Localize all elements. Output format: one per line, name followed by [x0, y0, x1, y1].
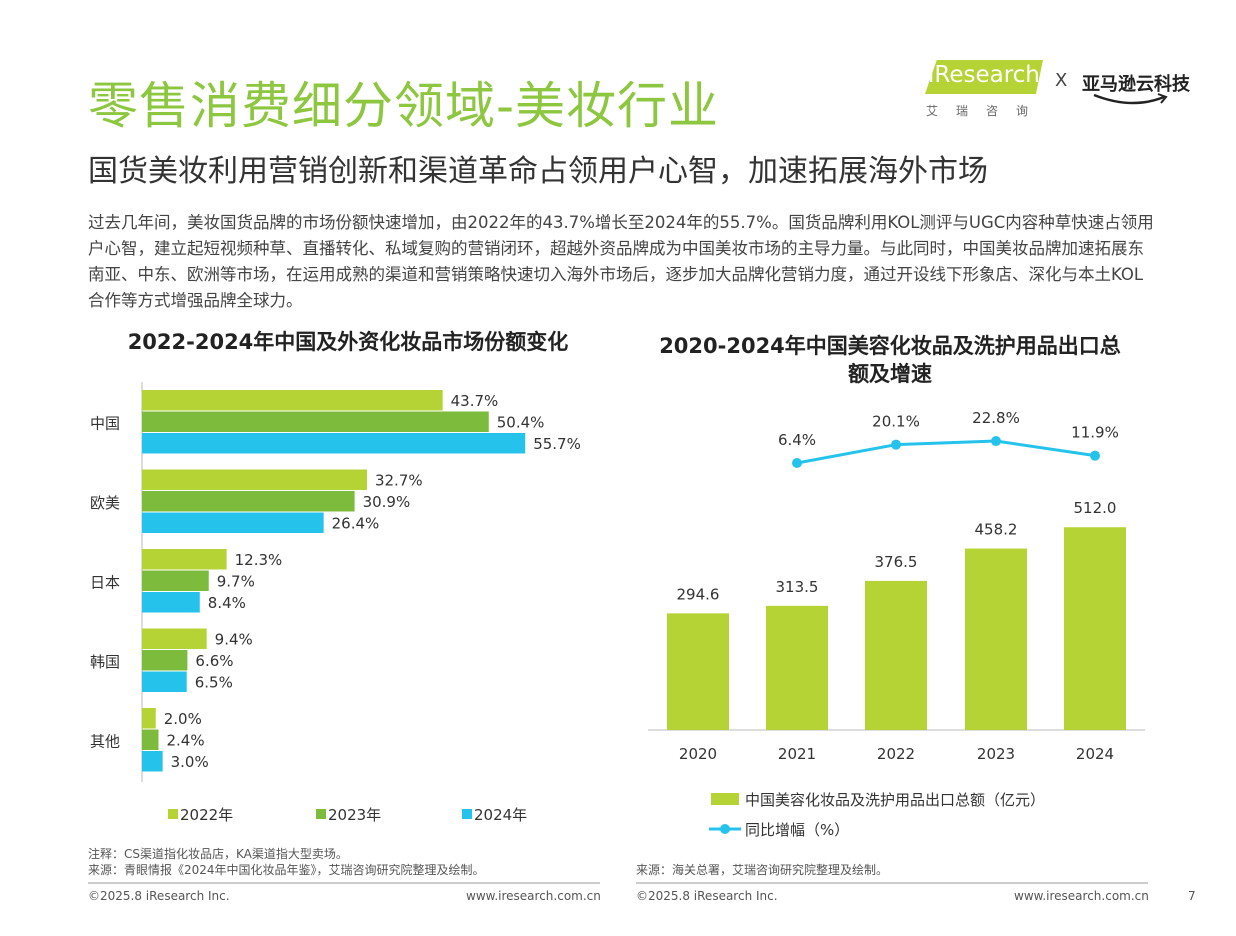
data-label: 313.5 [776, 578, 819, 596]
bar [142, 469, 367, 490]
page-title: 零售消费细分领域-美妆行业 [88, 77, 720, 135]
bar [142, 512, 324, 533]
bar [142, 491, 355, 512]
line-data-label: 22.8% [972, 409, 1020, 427]
legend-label: 2023年 [328, 806, 381, 824]
data-label: 294.6 [677, 585, 720, 603]
data-label: 6.6% [195, 652, 233, 670]
category-label: 其他 [90, 732, 120, 750]
line-data-label: 11.9% [1071, 424, 1119, 442]
logo-separator: X [1055, 70, 1068, 91]
category-label: 2024 [1076, 745, 1114, 763]
bar [865, 580, 927, 730]
bar [142, 650, 188, 671]
line-point [1090, 450, 1100, 461]
legend-label: 2024年 [474, 806, 527, 824]
legend-swatch [462, 809, 472, 819]
logo-brand-cn: 艾瑞咨询 [926, 104, 1047, 118]
data-label: 2.0% [164, 710, 202, 728]
page-number: 7 [1188, 889, 1196, 903]
data-label: 6.5% [195, 674, 233, 692]
bar [142, 570, 209, 591]
data-label: 26.4% [332, 515, 380, 533]
logo-brand: iResearch [928, 62, 1040, 88]
line-data-label: 20.1% [872, 413, 920, 431]
legend-label: 中国美容化妆品及洗护用品出口总额（亿元） [745, 791, 1045, 809]
footer-url[interactable]: www.iresearch.com.cn [466, 889, 601, 903]
page-subtitle: 国货美妆利用营销创新和渠道革命占领用户心智，加速拓展海外市场 [88, 154, 988, 189]
body-text: 过去几年间，美妆国货品牌的市场份额快速增加，由2022年的43.7%增长至202… [88, 213, 1154, 310]
data-label: 50.4% [497, 414, 545, 432]
category-label: 韩国 [90, 653, 120, 671]
data-label: 376.5 [875, 553, 918, 571]
iresearch-logo [925, 60, 1043, 94]
legend-swatch [168, 809, 178, 819]
smile-arrow-icon [1093, 93, 1168, 105]
bar [142, 729, 159, 750]
growth-line [796, 439, 1096, 465]
bar [142, 751, 163, 772]
data-label: 43.7% [451, 392, 499, 410]
footer-url[interactable]: www.iresearch.com.cn [1014, 889, 1149, 903]
category-label: 日本 [90, 573, 120, 591]
data-label: 32.7% [375, 472, 423, 490]
data-label: 12.3% [235, 551, 283, 569]
category-label: 中国 [90, 414, 120, 432]
legend-label: 2022年 [180, 806, 233, 824]
data-label: 9.4% [215, 631, 253, 649]
data-label: 55.7% [533, 435, 581, 453]
left-chart-title: 2022-2024年中国及外资化妆品市场份额变化 [127, 330, 569, 354]
bar [667, 613, 729, 730]
data-label: 30.9% [363, 493, 411, 511]
data-label: 3.0% [171, 753, 209, 771]
bar [142, 549, 227, 570]
category-label: 欧美 [90, 494, 120, 512]
footer-divider [88, 882, 600, 884]
data-label: 458.2 [975, 521, 1018, 539]
bar [142, 628, 207, 649]
bar [142, 390, 443, 411]
left-source: 来源：青眼情报《2024年中国化妆品年鉴》，艾瑞咨询研究院整理及绘制。 [88, 863, 485, 877]
bar [142, 708, 156, 729]
footer-copyright: ©2025.8 iResearch Inc. [636, 889, 778, 903]
legend-marker [720, 824, 730, 834]
legend-swatch [711, 793, 739, 805]
left-note: 注释：CS渠道指化妆品店，KA渠道指大型卖场。 [88, 847, 348, 861]
line-point [792, 458, 802, 469]
data-label: 9.7% [217, 573, 255, 591]
bar [142, 433, 526, 454]
line-point [991, 436, 1001, 447]
bar [142, 671, 187, 692]
category-label: 2020 [679, 745, 717, 763]
bar [965, 548, 1027, 730]
bar [142, 411, 489, 432]
data-label: 2.4% [167, 732, 205, 750]
legend-swatch [316, 809, 326, 819]
category-label: 2023 [977, 745, 1015, 763]
legend-label: 同比增幅（%） [745, 821, 849, 839]
bar [1064, 527, 1126, 730]
line-point [891, 439, 901, 450]
footer-copyright: ©2025.8 iResearch Inc. [88, 889, 230, 903]
bar [766, 605, 828, 730]
left-chart: 中国 43.7% 50.4% 55.7% 欧美 32.7% 30.9% 26.4% 日本 12.3… [90, 382, 581, 824]
data-label: 512.0 [1074, 499, 1117, 517]
line-data-label: 6.4% [778, 431, 816, 449]
category-label: 2022 [877, 745, 915, 763]
right-chart-title: 2020-2024年中国美容化妆品及洗护用品出口总额及增速 [659, 334, 1121, 386]
bar [142, 592, 200, 613]
footer-divider [636, 882, 1148, 884]
right-source: 来源：海关总署，艾瑞咨询研究院整理及绘制。 [636, 863, 889, 877]
category-label: 2021 [778, 745, 816, 763]
data-label: 8.4% [208, 594, 246, 612]
partner-logo: 亚马逊云科技 [1082, 74, 1190, 95]
